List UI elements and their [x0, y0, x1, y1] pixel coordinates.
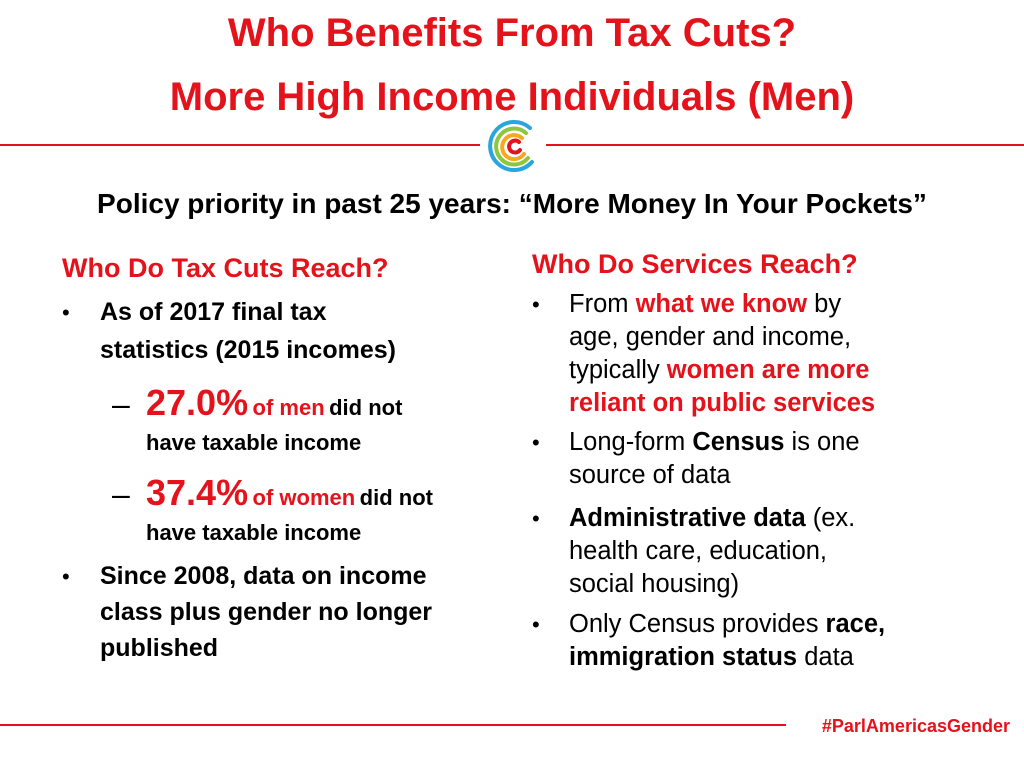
right-bullet2-line1: Long-form Census is one [569, 426, 969, 459]
left-bullet1-line2: statistics (2015 incomes) [100, 336, 396, 364]
page-title-line2: More High Income Individuals (Men) [169, 75, 855, 119]
right-b4-bold1: race, [825, 610, 886, 638]
left-sub2-line1: 37.4% of women did not [146, 472, 433, 514]
header-rule-right [546, 144, 1024, 146]
right-b4-bold2: immigration status [569, 643, 798, 671]
right-bullet1-line3: typically women are more [569, 354, 969, 387]
men-percent: 27.0% [146, 382, 249, 423]
right-b2-bold: Census [692, 428, 785, 456]
bullet-dot-icon: • [532, 430, 540, 455]
women-tail: did not [359, 485, 433, 510]
left-bullet2-line2: class plus gender no longer [100, 598, 433, 626]
right-b4-post: data [804, 643, 854, 671]
right-bullet3-line2: health care, education, [569, 537, 828, 565]
left-column-heading: Who Do Tax Cuts Reach? [62, 253, 389, 283]
bullet-dot-icon: • [532, 612, 540, 637]
right-b4-pre: Only Census provides [569, 610, 819, 638]
right-bullet3-line1: Administrative data (ex. [569, 502, 969, 535]
footer-rule [0, 724, 786, 726]
footer-hashtag: #ParlAmericasGender [821, 716, 1010, 736]
right-b1-post: by [814, 290, 842, 318]
right-bullet3-line3: social housing) [569, 570, 740, 598]
left-bullet1-line1: As of 2017 final tax [100, 298, 327, 326]
dash-icon: – [112, 386, 130, 422]
right-column-heading: Who Do Services Reach? [532, 249, 858, 279]
women-label: of women [252, 485, 356, 510]
women-percent: 37.4% [146, 472, 249, 513]
dash-icon: – [112, 476, 130, 512]
left-bullet2-line1: Since 2008, data on income [100, 562, 427, 590]
right-b3-post: (ex. [812, 504, 856, 532]
right-b2-post: is one [791, 428, 860, 456]
right-b1-pre: From [569, 290, 629, 318]
right-bullet4-line2: immigration status data [569, 641, 969, 674]
left-sub2-line2: have taxable income [146, 520, 362, 545]
right-bullet1-line1: From what we know by [569, 288, 969, 321]
right-b1-highlight: what we know [635, 290, 808, 318]
subtitle: Policy priority in past 25 years: “More … [97, 188, 927, 219]
right-bullet1-line4: reliant on public services [569, 389, 876, 417]
bullet-dot-icon: • [532, 292, 540, 317]
right-bullet2-line2: source of data [569, 461, 731, 489]
right-b3-bold: Administrative data [569, 504, 806, 532]
left-sub1-line1: 27.0% of men did not [146, 382, 402, 424]
bullet-dot-icon: • [532, 506, 540, 531]
right-bullet4-line1: Only Census provides race, [569, 608, 969, 641]
parlamericas-logo [488, 120, 534, 172]
right-b1-line3-pre: typically [569, 356, 660, 384]
right-bullet1-line2: age, gender and income, [569, 323, 852, 351]
men-tail: did not [329, 395, 403, 420]
men-label: of men [252, 395, 325, 420]
left-bullet2-line3: published [100, 634, 219, 662]
bullet-dot-icon: • [62, 300, 70, 325]
header-rule-left [0, 144, 480, 146]
left-sub1-line2: have taxable income [146, 430, 362, 455]
bullet-dot-icon: • [62, 564, 70, 589]
right-b1-line3-highlight: women are more [666, 356, 870, 384]
page-title-line1: Who Benefits From Tax Cuts? [227, 11, 797, 55]
right-b2-pre: Long-form [569, 428, 686, 456]
